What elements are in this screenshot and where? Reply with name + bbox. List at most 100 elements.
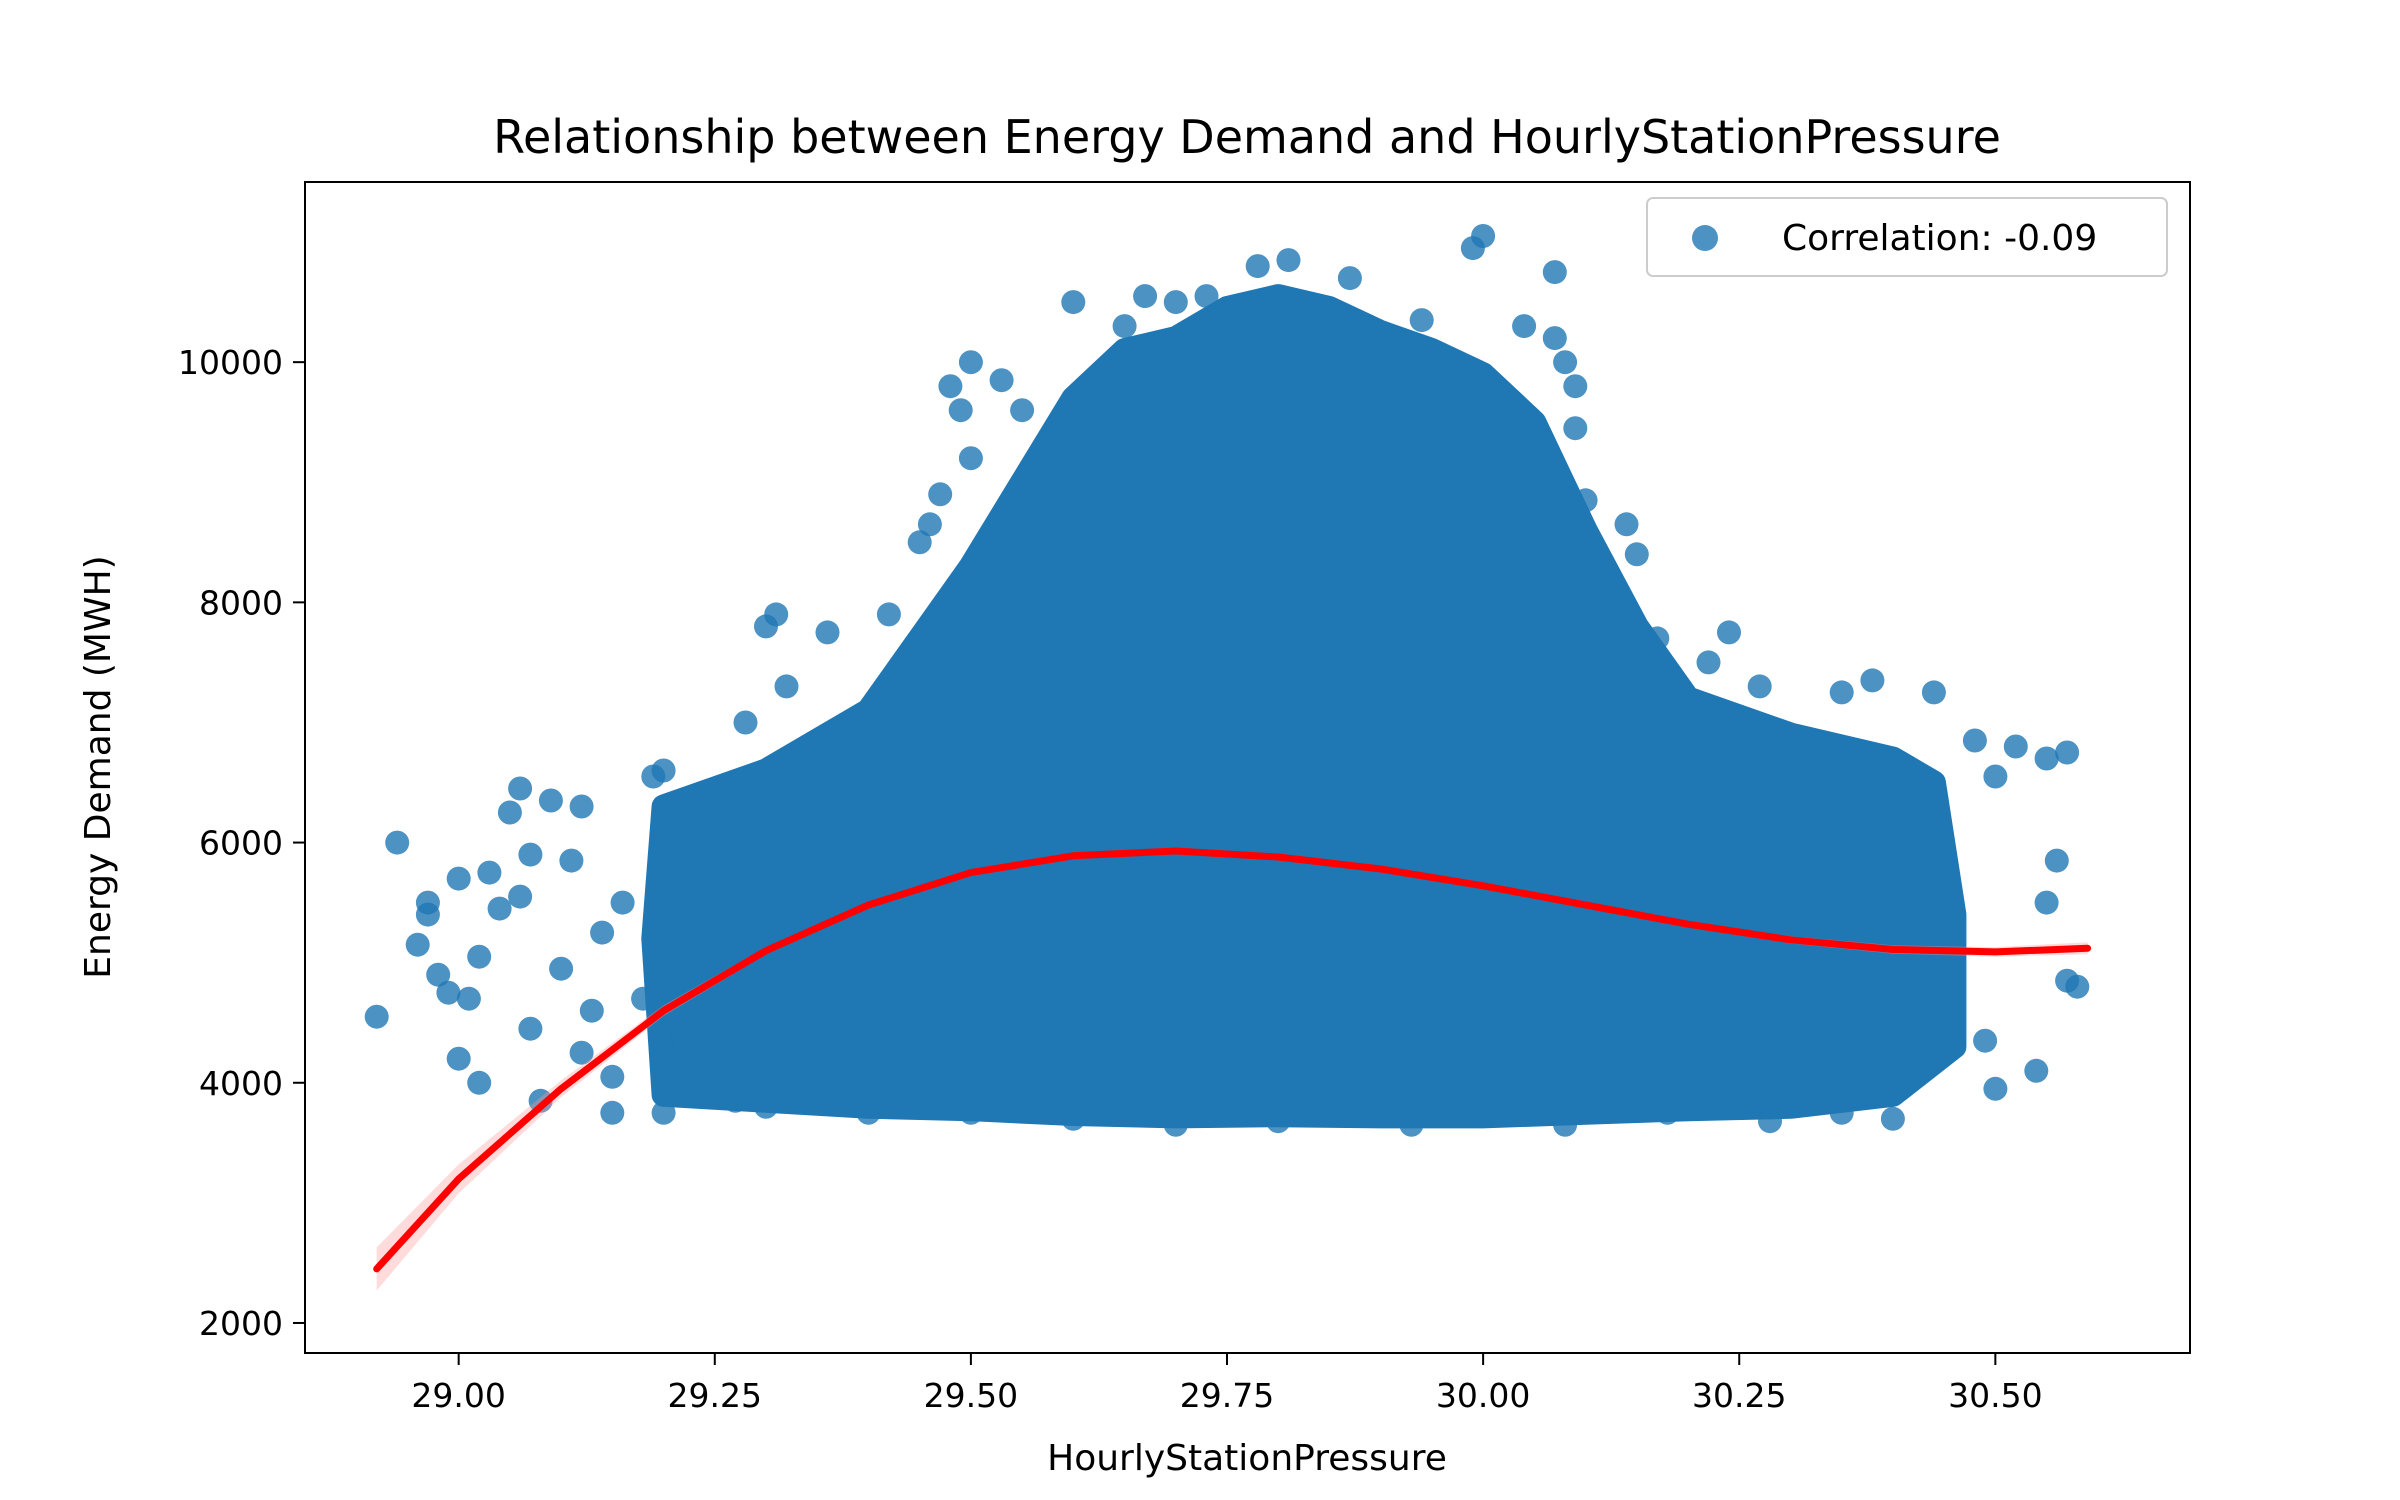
scatter-point: [1696, 650, 1721, 675]
scatter-point: [1624, 542, 1649, 567]
y-tick-label: 8000: [199, 583, 283, 622]
x-tick-label: 30.50: [1948, 1376, 2042, 1415]
scatter-point: [467, 944, 492, 969]
scatter-point: [1747, 674, 1772, 699]
scatter-point: [385, 830, 410, 855]
scatter-point: [958, 350, 983, 375]
scatter-point: [856, 1100, 881, 1125]
x-tick-label: 30.25: [1692, 1376, 1786, 1415]
scatter-point: [1614, 512, 1639, 537]
scatter-point: [1973, 1028, 1998, 1053]
scatter-point: [1880, 1106, 1905, 1131]
legend-label: Correlation: -0.09: [1782, 218, 2097, 259]
scatter-point: [1983, 1076, 2008, 1101]
scatter-point: [487, 896, 512, 921]
scatter-point: [1133, 284, 1158, 309]
scatter-point: [1655, 1100, 1680, 1125]
y-tick-label: 6000: [199, 824, 283, 863]
y-axis-ticks: 2000 4000 6000 8000 10000: [178, 343, 305, 1343]
scatter-point: [958, 446, 983, 471]
scatter-point: [1337, 266, 1362, 291]
scatter-point: [631, 986, 656, 1011]
scatter-point: [528, 1088, 553, 1113]
x-tick-label: 29.50: [924, 1376, 1018, 1415]
fit-line: [373, 847, 2092, 1273]
scatter-point: [1163, 290, 1188, 315]
regression-fit: [373, 847, 2092, 1291]
y-tick-label: 10000: [178, 343, 283, 382]
scatter-point: [1563, 374, 1588, 399]
scatter-points: [364, 224, 2090, 1137]
scatter-point: [774, 674, 799, 699]
scatter-point: [1553, 350, 1578, 375]
scatter-point: [989, 368, 1014, 393]
scatter-point: [1563, 416, 1588, 441]
x-axis-title: HourlyStationPressure: [1047, 1438, 1447, 1479]
scatter-point: [1266, 1109, 1291, 1134]
scatter-point: [405, 932, 430, 957]
scatter-point: [2055, 740, 2080, 765]
scatter-point: [415, 902, 440, 927]
scatter-point: [2044, 848, 2069, 873]
scatter-point: [938, 374, 963, 399]
scatter-point: [569, 794, 594, 819]
scatter-point: [1758, 1109, 1782, 1134]
scatter-point: [569, 1040, 594, 1065]
scatter-point: [590, 920, 615, 945]
scatter-point: [456, 986, 481, 1011]
x-axis-ticks: 29.00 29.25 29.50 29.75 30.00 30.25 30.50: [411, 1353, 2043, 1415]
scatter-point: [1409, 308, 1434, 333]
scatter-point: [1276, 248, 1301, 273]
x-tick-label: 29.75: [1180, 1376, 1274, 1415]
scatter-point: [1112, 314, 1137, 339]
scatter-point: [1962, 728, 1987, 753]
scatter-point: [1983, 764, 2008, 789]
scatter-point: [1573, 488, 1598, 513]
scatter-point: [518, 1016, 543, 1041]
scatter-point: [446, 1046, 471, 1071]
scatter-point: [497, 800, 522, 825]
legend: Correlation: -0.09: [1646, 197, 2168, 277]
scatter-point: [1717, 620, 1741, 645]
scatter-point: [754, 1094, 778, 1119]
scatter-point: [948, 398, 973, 423]
scatter-point: [1512, 314, 1537, 339]
scatter-point: [672, 968, 696, 993]
scatter-point: [1245, 254, 1270, 279]
scatter-point: [1553, 1112, 1578, 1137]
scatter-point: [1542, 326, 1567, 351]
x-tick-label: 29.25: [668, 1376, 762, 1415]
scatter-point: [2034, 890, 2059, 915]
scatter-point: [1921, 680, 1946, 705]
scatter-point: [1061, 290, 1086, 315]
scatter-point: [723, 1088, 748, 1113]
scatter-point: [477, 860, 502, 885]
scatter-point: [1163, 1112, 1188, 1137]
legend-marker: [1692, 225, 1718, 251]
scatter-point: [2034, 746, 2059, 771]
scatter-point: [733, 710, 758, 735]
scatter-point: [508, 776, 533, 801]
scatter-point: [600, 1064, 625, 1089]
scatter-point: [549, 956, 574, 981]
scatter-point: [446, 866, 471, 891]
scatter-point: [1860, 668, 1885, 693]
scatter-point: [651, 758, 676, 783]
scatter-point: [436, 980, 461, 1005]
scatter-point: [907, 530, 932, 555]
y-axis-title: Energy Demand (MWH): [78, 555, 119, 978]
scatter-point: [1399, 1112, 1424, 1137]
scatter-point: [1542, 260, 1567, 285]
scatter-point: [815, 620, 840, 645]
scatter-point: [958, 1100, 983, 1125]
scatter-point: [559, 848, 584, 873]
scatter-point: [518, 842, 543, 867]
scatter-point: [600, 1100, 625, 1125]
scatter-point: [467, 1070, 492, 1095]
x-tick-label: 30.00: [1436, 1376, 1530, 1415]
scatter-point: [651, 1100, 676, 1125]
y-tick-label: 4000: [199, 1064, 283, 1103]
y-tick-label: 2000: [199, 1304, 283, 1343]
scatter-point: [579, 998, 604, 1023]
